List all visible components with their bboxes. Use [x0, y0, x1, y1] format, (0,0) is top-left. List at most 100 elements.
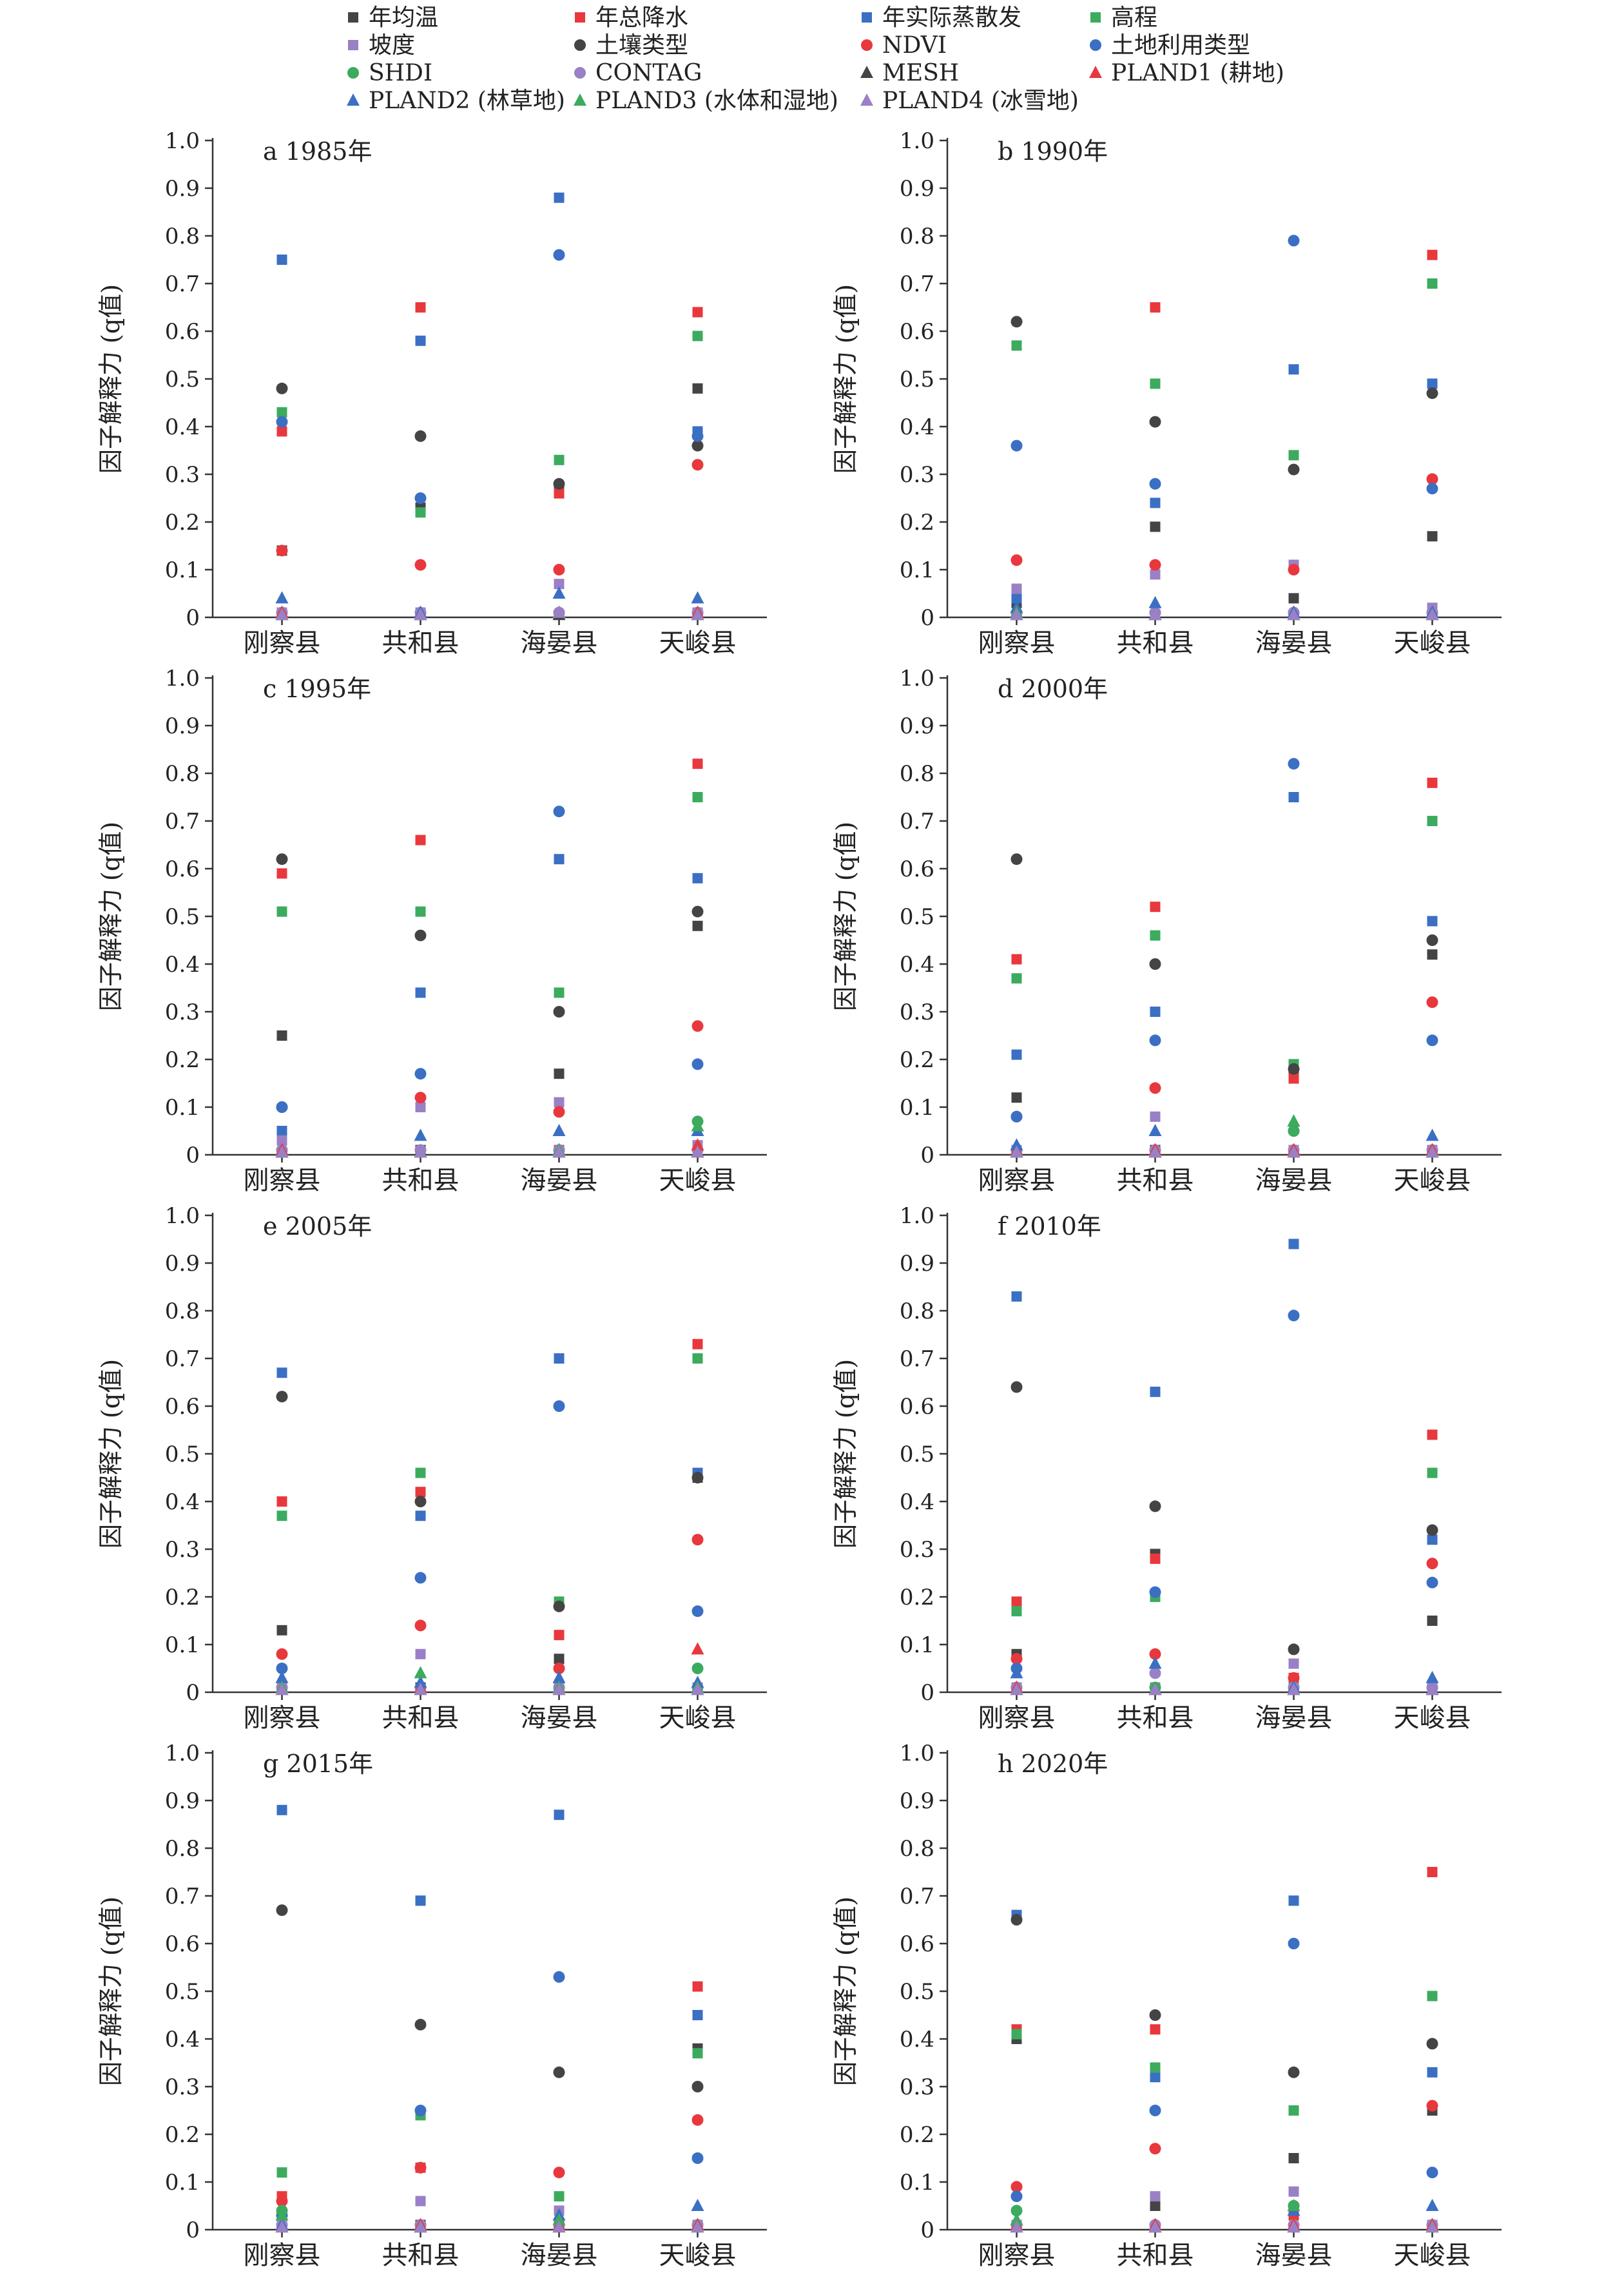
x-tick-label: 共和县 — [1117, 1703, 1194, 1733]
legend-item-s0: 年均温 — [348, 5, 438, 31]
x-tick-label: 海晏县 — [1255, 1166, 1333, 1195]
data-point-s5 — [1149, 1500, 1161, 1512]
data-point-s14 — [552, 1683, 566, 1695]
data-point-s8 — [691, 1663, 704, 1674]
y-tick-label: 0.6 — [165, 319, 200, 345]
data-points — [1010, 1867, 1439, 2233]
data-point-s5 — [414, 1496, 427, 1507]
data-point-s6 — [1149, 1082, 1161, 1094]
y-tick-label: 0.9 — [165, 1788, 200, 1814]
legend-label: 年均温 — [369, 5, 438, 31]
y-tick-label: 1.0 — [165, 1741, 200, 1766]
legend-item-s6: NDVI — [861, 32, 947, 59]
panel-e: 0 0.1 0.2 0.3 0.4 0.5 0.6 0.7 0.8 0.9 1.0 刚察县 共和县 海晏县… — [97, 1203, 767, 1733]
data-point-s2 — [692, 2010, 703, 2020]
data-point-s14 — [275, 608, 289, 621]
data-point-s5 — [1426, 2038, 1438, 2050]
data-point-s5 — [276, 1904, 288, 1917]
legend-marker-square — [1090, 12, 1101, 23]
data-point-s13 — [691, 1119, 704, 1132]
data-point-s5 — [1010, 1381, 1023, 1393]
data-point-s7 — [1010, 439, 1023, 452]
data-point-s5 — [1288, 1643, 1300, 1656]
legend-marker-circle — [347, 67, 359, 79]
y-tick-label: 1.0 — [900, 1203, 934, 1229]
x-tick-label: 刚察县 — [978, 1166, 1056, 1195]
y-tick-label: 0.4 — [165, 2027, 200, 2052]
data-point-s5 — [276, 382, 288, 394]
data-point-s4 — [1288, 1658, 1299, 1669]
data-point-s14 — [1287, 1683, 1300, 1695]
data-point-s5 — [691, 2081, 704, 2092]
data-point-s5 — [276, 853, 288, 865]
data-point-s3 — [276, 906, 287, 917]
data-point-s12 — [691, 591, 704, 604]
y-tick-label: 0.6 — [900, 1394, 934, 1420]
y-tick-label: 0.9 — [900, 176, 934, 202]
data-point-s14 — [1426, 2220, 1439, 2233]
legend-label: 高程 — [1111, 5, 1157, 31]
y-tick-label: 0.5 — [165, 1979, 200, 2005]
y-tick-label: 0.4 — [900, 2027, 934, 2052]
data-point-s3 — [1427, 278, 1438, 289]
data-point-s1 — [1150, 902, 1161, 912]
data-point-s3 — [1011, 340, 1022, 351]
data-point-s2 — [415, 1895, 426, 1906]
data-point-s7 — [553, 1971, 565, 1983]
data-point-s13 — [414, 1666, 427, 1679]
data-point-s7 — [1426, 2167, 1438, 2179]
data-point-s2 — [554, 854, 565, 865]
y-tick-label: 0.6 — [900, 856, 934, 882]
data-point-s6 — [1149, 559, 1161, 571]
data-point-s6 — [276, 545, 288, 557]
data-point-s13 — [552, 2213, 566, 2226]
y-tick-label: 0.8 — [165, 1836, 200, 1862]
data-point-s12 — [1148, 1124, 1162, 1136]
data-point-s2 — [692, 873, 703, 883]
y-tick-label: 0.2 — [900, 510, 934, 536]
data-point-s6 — [1010, 1653, 1023, 1665]
legend-label: PLAND3 (水体和湿地) — [595, 88, 838, 114]
data-point-s12 — [691, 2199, 704, 2211]
data-point-s6 — [553, 2167, 565, 2179]
data-point-s1 — [415, 302, 426, 313]
data-point-s1 — [1150, 1553, 1161, 1564]
data-point-s7 — [1426, 1576, 1438, 1588]
data-point-s5 — [1010, 316, 1023, 328]
data-point-s2 — [1288, 1239, 1299, 1250]
y-tick-label: 0.2 — [165, 2122, 200, 2148]
data-point-s13 — [1287, 1114, 1300, 1127]
y-tick-label: 0.9 — [900, 1788, 934, 1814]
y-tick-label: 0.6 — [900, 1931, 934, 1957]
data-point-s14 — [1426, 1683, 1439, 1695]
y-tick-label: 0.7 — [900, 271, 934, 297]
legend-marker-triangle — [1089, 66, 1102, 78]
x-tick-label: 共和县 — [382, 1166, 459, 1195]
data-point-s6 — [414, 2161, 427, 2174]
legend-marker-square — [862, 12, 872, 23]
legend-marker-triangle — [347, 93, 360, 106]
x-tick-label: 刚察县 — [244, 1703, 321, 1733]
y-tick-label: 1.0 — [165, 128, 200, 154]
legend-label: SHDI — [369, 60, 432, 86]
y-tick-label: 0.5 — [900, 367, 934, 392]
data-point-s0 — [276, 1625, 287, 1636]
data-point-s1 — [1011, 954, 1022, 965]
y-tick-label: 0 — [920, 1680, 934, 1706]
legend-item-s9: CONTAG — [574, 60, 702, 86]
data-point-s0 — [1150, 2201, 1161, 2211]
legend-item-s14: PLAND4 (冰雪地) — [860, 88, 1079, 114]
data-point-s7 — [1010, 2190, 1023, 2203]
data-point-s2 — [1011, 1049, 1022, 1060]
data-point-s2 — [415, 1511, 426, 1521]
x-tick-label: 共和县 — [382, 1703, 459, 1733]
data-point-s14 — [1148, 1145, 1162, 1158]
y-tick-label: 0.8 — [165, 1299, 200, 1324]
data-point-s7 — [414, 2105, 427, 2116]
y-tick-label: 0.7 — [900, 1346, 934, 1372]
data-point-s7 — [691, 1058, 704, 1070]
data-point-s3 — [276, 1511, 287, 1521]
data-point-s4 — [1150, 2191, 1161, 2202]
y-tick-label: 0.8 — [165, 761, 200, 787]
